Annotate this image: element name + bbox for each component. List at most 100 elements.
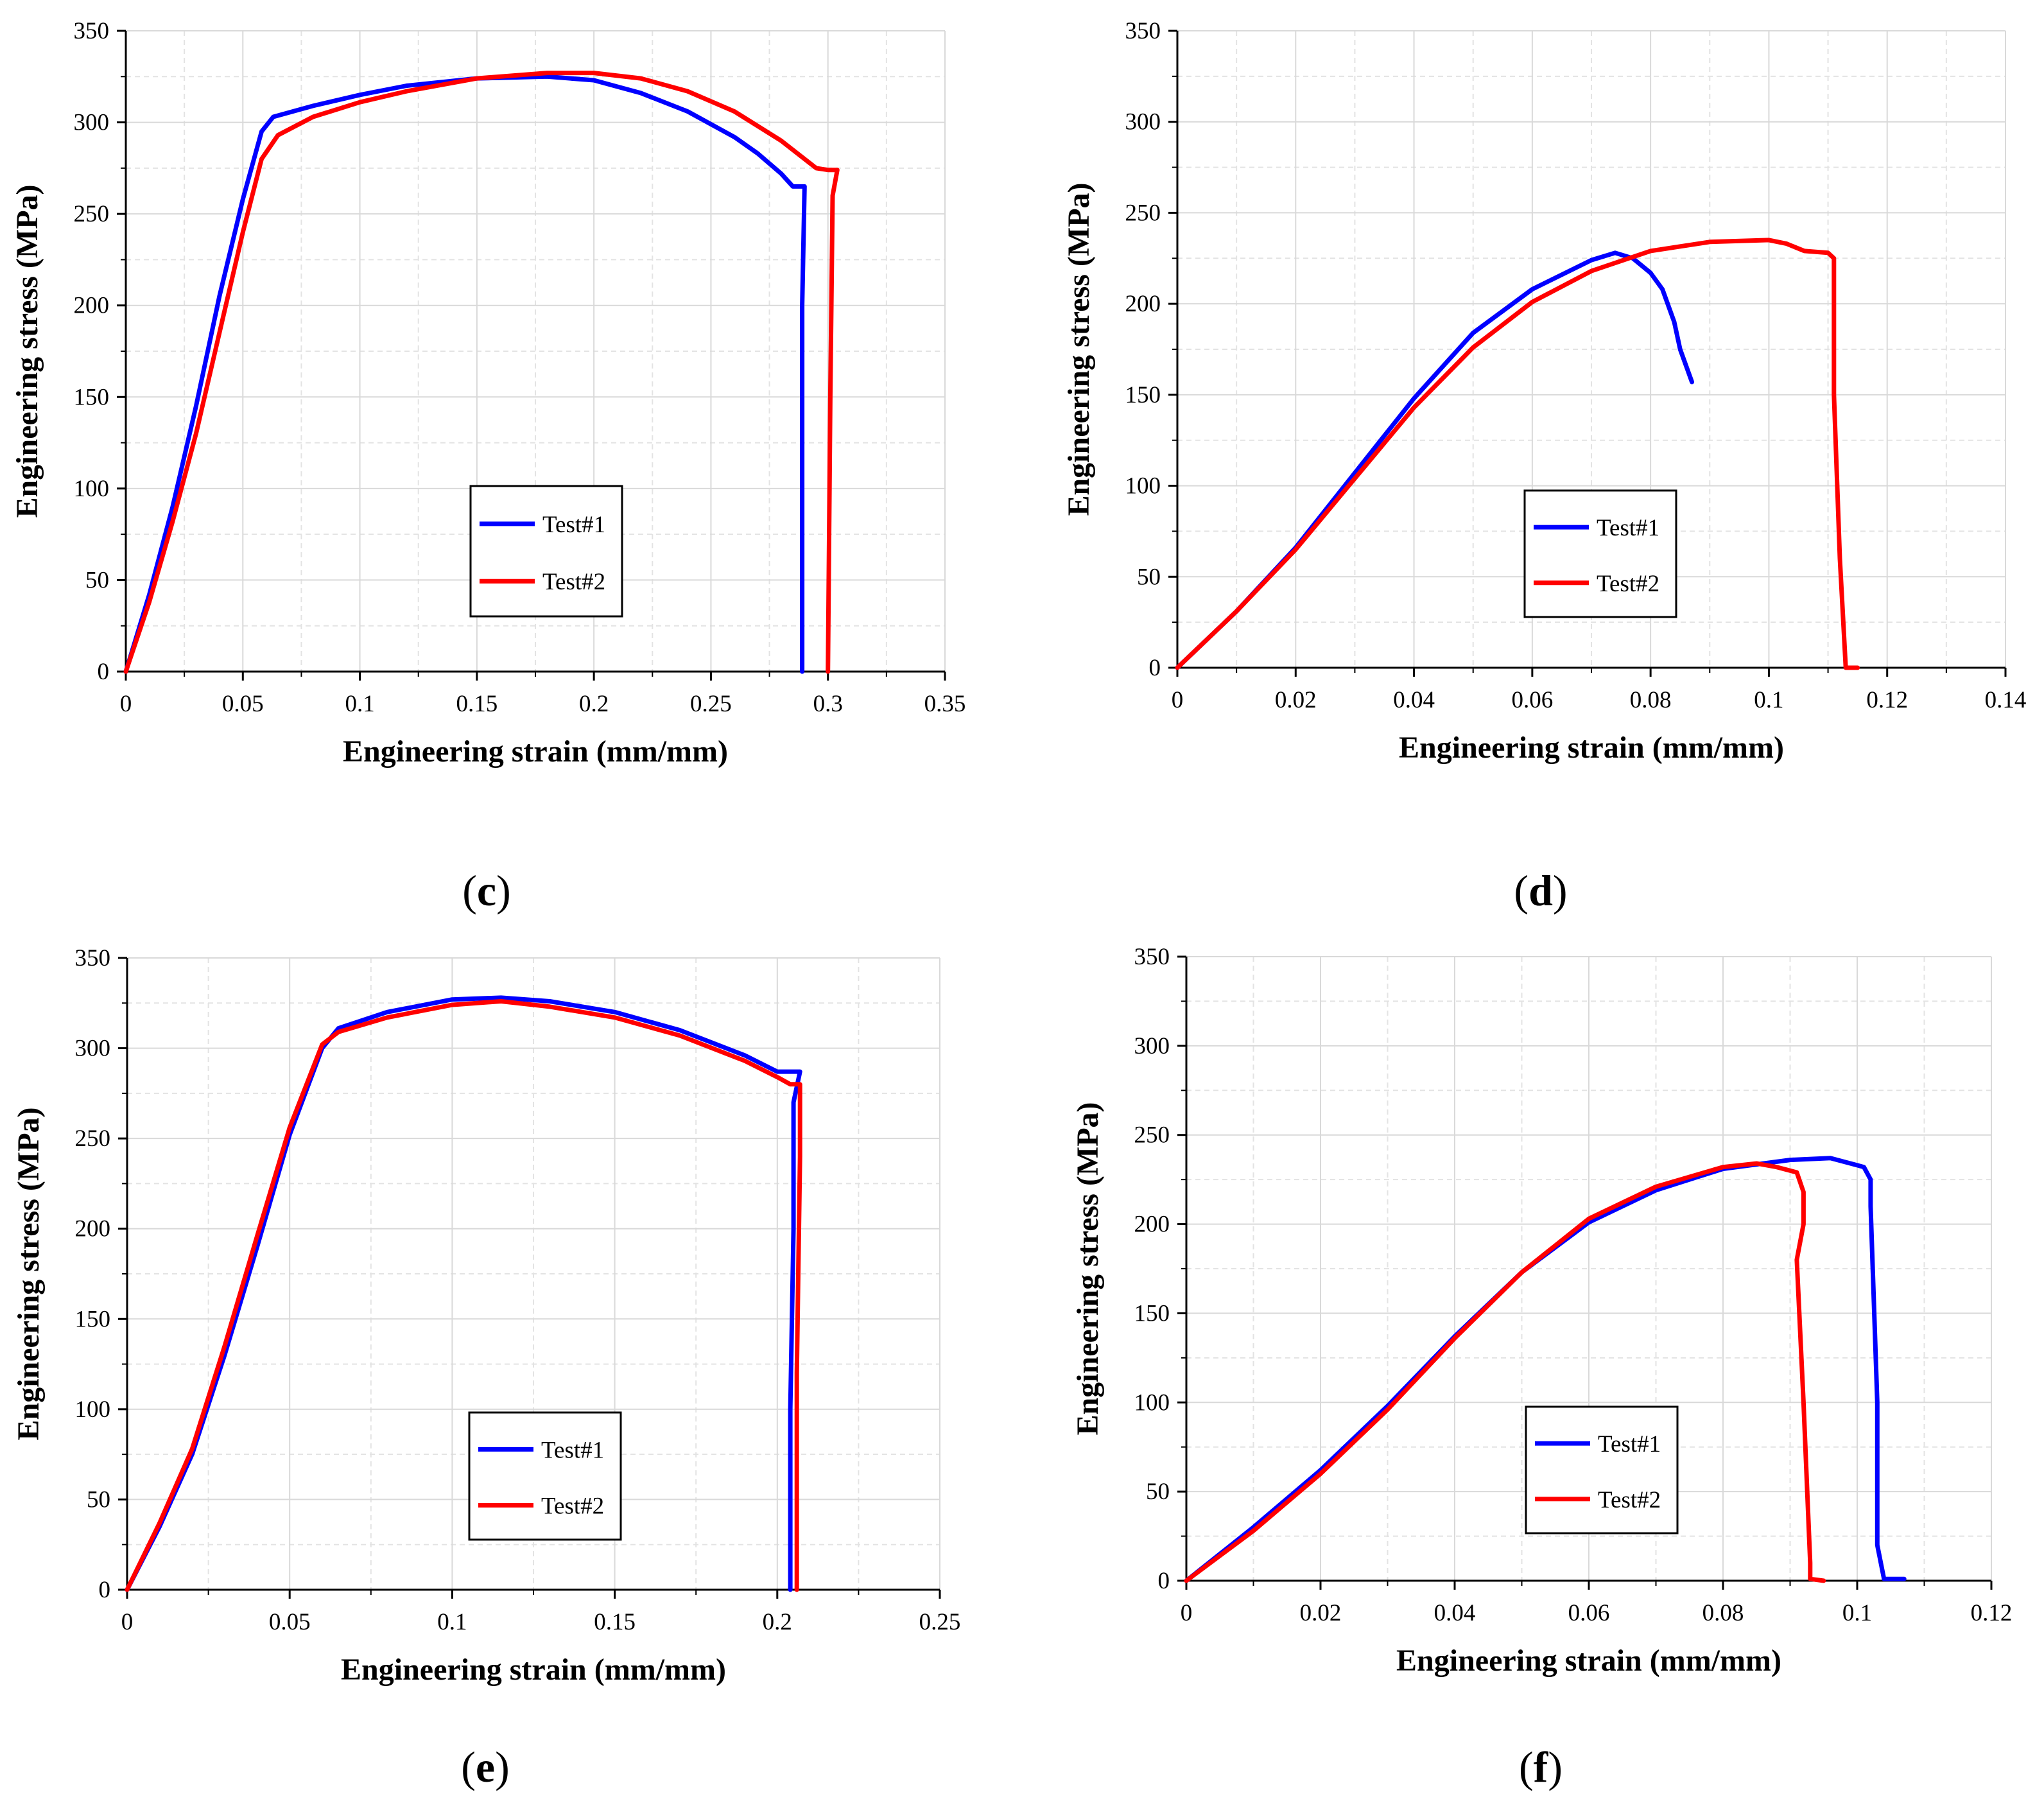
- legend: Test#1 Test#2: [1525, 1405, 1679, 1534]
- x-tick-label: 0.25: [919, 1609, 961, 1635]
- x-tick-label: 0.25: [690, 691, 732, 717]
- chart-panel-d: 0 0.02 0.04 0.06 0.08 0.1 0.12 0.14 0 50 100 150 200…: [1062, 18, 2026, 915]
- chart-panel-f: 0 0.02 0.04 0.06 0.08 0.1 0.12 0 50 100 150 200 250 3…: [1071, 944, 2012, 1791]
- y-tick-label: 100: [75, 1396, 111, 1423]
- legend: Test#1 Test#2: [1523, 489, 1677, 618]
- y-tick-label: 300: [74, 110, 110, 136]
- y-tick-label: 350: [1125, 18, 1161, 44]
- legend-label-test1: Test#1: [541, 1437, 604, 1463]
- x-tick-label: 0.12: [1971, 1600, 2013, 1626]
- y-tick-label: 200: [1125, 291, 1161, 317]
- x-axis-title: Engineering strain (mm/mm): [1399, 731, 1784, 765]
- x-tick-label: 0.1: [437, 1609, 467, 1635]
- x-tick-label: 0.04: [1393, 687, 1435, 713]
- y-tick-label: 0: [1158, 1568, 1170, 1594]
- x-axis-title: Engineering strain (mm/mm): [341, 1653, 726, 1687]
- x-tick-label: 0.14: [1985, 687, 2027, 713]
- chart-panel-e: 0 0.05 0.1 0.15 0.2 0.25 0 50 100 150 200 250 300 350…: [12, 945, 960, 1791]
- x-axis-title: Engineering strain (mm/mm): [343, 735, 728, 769]
- x-tick-label: 0.08: [1702, 1600, 1744, 1626]
- x-tick-label: 0.1: [345, 691, 374, 717]
- y-tick-label: 250: [1134, 1122, 1170, 1149]
- legend: Test#1 Test#2: [469, 485, 623, 618]
- chart-panel-c: 0 0.05 0.1 0.15 0.2 0.25 0.3 0.35 0 50 100 150 200 25…: [10, 18, 966, 915]
- x-tick-label: 0.02: [1275, 687, 1317, 713]
- y-tick-label: 0: [99, 1577, 111, 1603]
- series-line-test1: [1184, 1156, 1907, 1583]
- legend-box: [468, 1411, 622, 1541]
- x-tick-label: 0.2: [579, 691, 609, 717]
- series-line-test2: [1184, 1161, 1826, 1583]
- y-tick-label: 300: [1125, 109, 1161, 135]
- x-tick-label: 0.06: [1568, 1600, 1610, 1626]
- legend-label-test1: Test#1: [1597, 515, 1659, 541]
- y-tick-label: 50: [1137, 564, 1161, 590]
- y-axis-title: Engineering stress (MPa): [12, 1107, 46, 1440]
- y-tick-label: 300: [1134, 1033, 1170, 1059]
- x-tick-label: 0.35: [924, 691, 966, 717]
- x-tick-label: 0.15: [456, 691, 498, 717]
- panel-label: (d): [1514, 866, 1567, 915]
- y-tick-label: 150: [74, 384, 110, 410]
- x-tick-label: 0.04: [1434, 1600, 1476, 1626]
- series-line-test1: [125, 995, 802, 1592]
- x-tick-label: 0: [1172, 687, 1184, 713]
- x-axis-title: Engineering strain (mm/mm): [1396, 1644, 1781, 1678]
- x-tick-label: 0: [120, 691, 132, 717]
- x-tick-label: 0: [121, 1609, 134, 1635]
- x-tick-label: 0.06: [1511, 687, 1553, 713]
- legend-label-test1: Test#1: [1598, 1431, 1661, 1457]
- series-line-test2: [125, 999, 802, 1592]
- series-line-test2: [1175, 238, 1860, 670]
- y-tick-label: 0: [98, 659, 110, 685]
- legend-label-test2: Test#2: [541, 1493, 604, 1520]
- legend-label-test2: Test#2: [1597, 571, 1659, 597]
- legend-box: [1523, 489, 1677, 618]
- y-tick-label: 200: [74, 293, 110, 319]
- x-tick-label: 0.2: [763, 1609, 792, 1635]
- y-tick-label: 250: [74, 201, 110, 227]
- series-line-test2: [123, 71, 840, 674]
- y-tick-label: 200: [75, 1216, 111, 1242]
- legend-label-test2: Test#2: [542, 569, 605, 595]
- y-axis-title: Engineering stress (MPa): [1071, 1102, 1105, 1435]
- y-tick-label: 50: [87, 1486, 110, 1513]
- x-tick-label: 0.1: [1754, 687, 1783, 713]
- y-tick-label: 300: [75, 1036, 111, 1062]
- y-tick-label: 150: [1134, 1300, 1170, 1326]
- x-tick-label: 0.08: [1630, 687, 1672, 713]
- x-tick-label: 0.05: [222, 691, 264, 717]
- legend-label-test2: Test#2: [1598, 1487, 1661, 1513]
- series-line-test1: [123, 74, 807, 674]
- x-tick-label: 0.05: [269, 1609, 311, 1635]
- y-tick-label: 150: [1125, 382, 1161, 408]
- y-tick-label: 150: [75, 1306, 111, 1332]
- y-tick-label: 100: [1134, 1389, 1170, 1416]
- y-tick-label: 350: [74, 18, 110, 44]
- x-tick-label: 0.1: [1842, 1600, 1872, 1626]
- y-tick-label: 250: [1125, 200, 1161, 226]
- y-tick-label: 100: [74, 476, 110, 502]
- y-tick-label: 200: [1134, 1212, 1170, 1238]
- x-tick-label: 0.15: [594, 1609, 636, 1635]
- panel-label: (c): [462, 866, 511, 915]
- legend: Test#1 Test#2: [468, 1411, 622, 1541]
- y-axis-title: Engineering stress (MPa): [1062, 182, 1096, 516]
- y-axis-title: Engineering stress (MPa): [10, 184, 44, 517]
- panel-label: (f): [1519, 1743, 1563, 1791]
- legend-box: [1525, 1405, 1679, 1534]
- y-tick-label: 100: [1125, 473, 1161, 500]
- y-tick-label: 350: [1134, 944, 1170, 970]
- y-tick-label: 350: [75, 945, 111, 971]
- x-tick-label: 0: [1181, 1600, 1193, 1626]
- y-tick-label: 250: [75, 1126, 111, 1152]
- panel-label: (e): [461, 1743, 510, 1791]
- x-tick-label: 0.3: [813, 691, 843, 717]
- x-tick-label: 0.12: [1866, 687, 1908, 713]
- legend-label-test1: Test#1: [542, 512, 605, 538]
- x-tick-label: 0.02: [1300, 1600, 1342, 1626]
- legend-box: [469, 485, 623, 618]
- y-tick-label: 0: [1149, 655, 1161, 681]
- y-tick-label: 50: [1146, 1479, 1170, 1505]
